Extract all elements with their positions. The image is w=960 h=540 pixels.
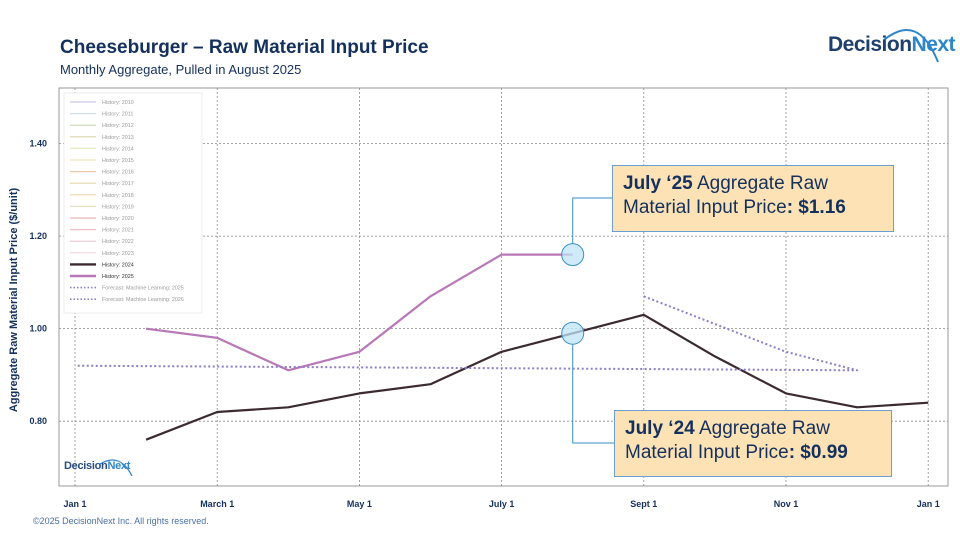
x-axis: Jan 1 March 1 May 1 July 1 Sept 1 Nov 1 Jan 1 [63,499,939,509]
watermark-logo: DecisionNext [64,454,134,482]
plot-frame [58,87,949,487]
legend-label: Forecast: Machine Learning: 2025 [102,286,184,292]
highlight-marker-2025 [561,243,585,267]
chart-subtitle: Monthly Aggregate, Pulled in August 2025 [60,62,302,77]
legend-label: History: 2024 [102,262,134,268]
x-tick-label: Sept 1 [630,499,657,509]
callout-connectors [572,197,614,444]
x-tick-label: March 1 [200,499,234,509]
legend-label: History: 2020 [102,216,134,222]
series-line [145,253,573,372]
legend-label: History: 2016 [102,170,134,176]
legend-label: History: 2010 [102,100,134,106]
x-tick-label: Jan 1 [63,499,86,509]
y-tick-label: 1.00 [29,324,47,334]
legend-label: History: 2015 [102,158,134,164]
callout-2024-value: $0.99 [800,442,848,463]
series-line [74,295,859,372]
legend-label: History: 2022 [102,239,134,245]
callout-2024-text: Aggregate Raw Material Input Price [625,418,830,463]
brand-logo: DecisionNext [828,18,956,68]
y-tick-label: 1.20 [29,231,47,241]
chart-series [74,253,929,441]
callout-2025-label: July ‘25 [623,173,693,194]
highlight-markers [561,243,585,345]
connector-2025 [572,197,612,244]
watermark-swoosh-icon [99,459,133,477]
x-tick-label: Nov 1 [774,499,799,509]
x-tick-label: Jan 1 [917,499,940,509]
callout-july-2025: July ‘25 Aggregate Raw Material Input Pr… [612,165,894,232]
legend-label: History: 2019 [102,204,134,210]
legend-label: History: 2012 [102,123,134,129]
legend-label: History: 2023 [102,251,134,257]
legend-label: History: 2013 [102,135,134,141]
x-tick-label: May 1 [347,499,372,509]
callout-2025-colon: : [786,197,799,218]
legend-label: History: 2017 [102,181,134,187]
legend-label: History: 2025 [102,274,134,280]
legend-label: History: 2011 [102,112,133,118]
chart-legend: History: 2010 History: 2011 History: 2012 H… [63,92,203,314]
logo-swoosh-icon [883,29,939,63]
series-line [145,313,929,441]
callout-2025-value: $1.16 [798,197,846,218]
legend-label: History: 2021 [102,228,134,234]
copyright-text: ©2025 DecisionNext Inc. All rights reser… [33,516,209,526]
callout-2025-text: Aggregate Raw Material Input Price [623,173,828,218]
y-tick-label: 1.40 [29,139,47,149]
y-tick-label: 0.80 [29,416,47,426]
connector-2024 [572,344,614,444]
callout-july-2024: July ‘24 Aggregate Raw Material Input Pr… [614,410,892,477]
x-tick-label: July 1 [489,499,515,509]
legend-label: History: 2018 [102,193,134,199]
callout-2024-colon: : [788,442,801,463]
watermark-wordmark: DecisionNext [64,460,131,472]
y-axis-label: Aggregate Raw Material Input Price ($/un… [8,188,20,413]
chart-title: Cheeseburger – Raw Material Input Price [60,37,429,58]
y-axis: 0.80 1.00 1.20 1.40 [29,139,47,427]
legend-label: History: 2014 [102,146,134,152]
highlight-marker-2024 [561,321,585,345]
legend-label: Forecast: Machine Learning: 2026 [102,297,184,303]
logo-wordmark: DecisionNext [828,33,956,56]
callout-2024-label: July ‘24 [625,418,695,439]
